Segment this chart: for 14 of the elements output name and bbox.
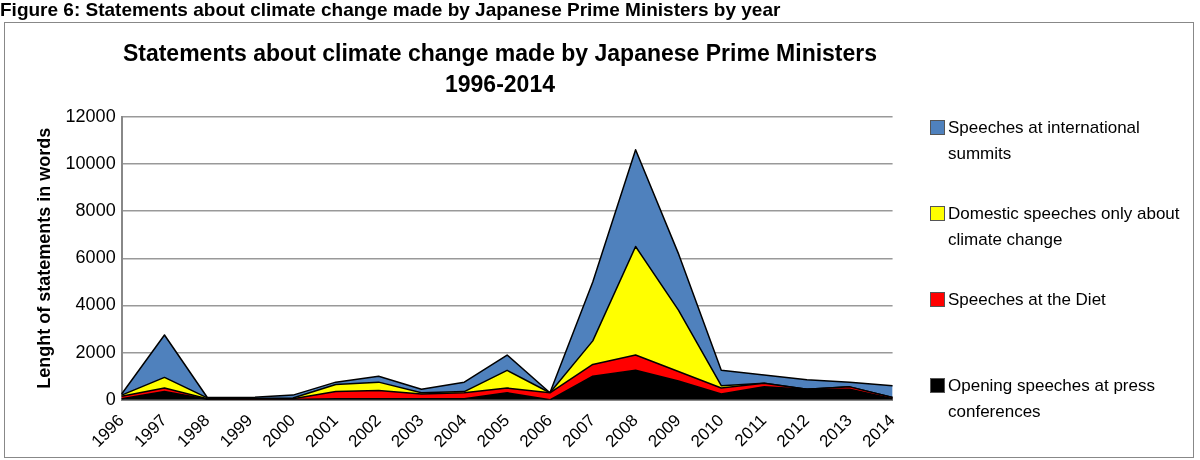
chart-title: Statements about climate change made by Japanese Prime Ministers 1996-2014 [121,39,879,99]
y-axis-title: Lenght of statements in words [33,127,54,389]
y-tick-label: 4000 [75,294,116,315]
y-tick-label: 12000 [65,105,116,126]
caption: Figure 6: Statements about climate change made by Japanese Prime Ministers by year [0,0,781,20]
y-tick-label: 2000 [75,341,116,362]
y-tick-label: 10000 [65,152,116,173]
y-tick-label: 6000 [75,247,116,268]
y-tick-label: 8000 [75,200,116,221]
legend-label: Opening speeches at press conferences [948,375,1156,423]
legend-label: Domestic speeches only about climate change [948,203,1181,251]
legend-label: Speeches at international summits [948,117,1141,165]
legend-label: Speeches at the Diet [948,289,1106,311]
y-tick-label: 0 [105,388,116,409]
